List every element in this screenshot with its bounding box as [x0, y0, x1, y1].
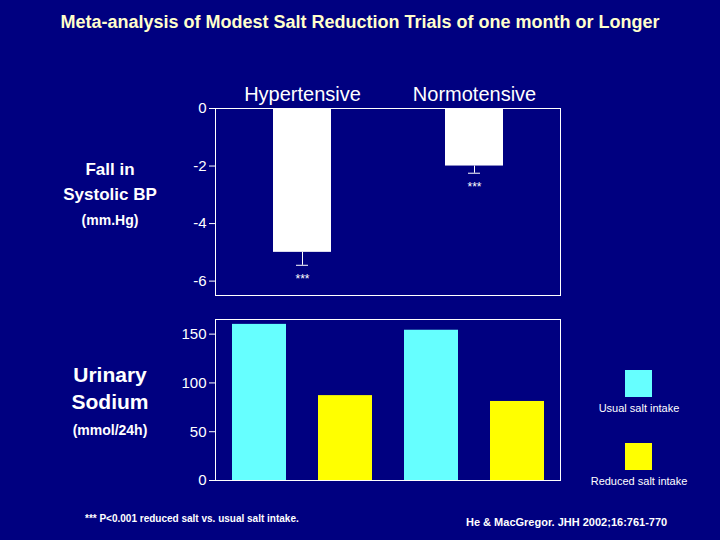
html-text:Sodium: Sodium — [71, 390, 149, 413]
svg-text:-4: -4 — [193, 214, 206, 231]
html-text:Systolic BP: Systolic BP — [63, 185, 157, 204]
html-text:(mm.Hg): (mm.Hg) — [81, 212, 139, 228]
html-text:Fall in: Fall in — [85, 160, 135, 179]
svg-text:***: *** — [467, 180, 481, 194]
svg-text:150: 150 — [181, 325, 206, 342]
svg-text:Normotensive: Normotensive — [413, 83, 536, 105]
html-text:He & MacGregor. JHH 2002;16:76: He & MacGregor. JHH 2002;16:761-770 — [466, 516, 668, 528]
svg-text:100: 100 — [181, 374, 206, 391]
svg-text:0: 0 — [198, 471, 206, 488]
html-text:(mmol/24h): (mmol/24h) — [72, 422, 148, 438]
svg-text:-2: -2 — [193, 157, 206, 174]
html-text:Urinary: Urinary — [73, 363, 147, 386]
svg-text:50: 50 — [190, 423, 207, 440]
svg-text:***: *** — [295, 272, 309, 286]
svg-text:0: 0 — [198, 99, 206, 116]
html-text:Meta-analysis of Modest Salt R: Meta-analysis of Modest Salt Reduction T… — [60, 12, 660, 32]
html-text:Usual salt intake: Usual salt intake — [598, 402, 680, 414]
svg-text:-6: -6 — [193, 272, 206, 289]
html-text:Reduced salt intake: Reduced salt intake — [590, 475, 688, 487]
svg-text:Hypertensive: Hypertensive — [244, 83, 361, 105]
html-text:*** P<0.001 reduced salt vs. u: *** P<0.001 reduced salt vs. usual salt … — [85, 513, 299, 524]
